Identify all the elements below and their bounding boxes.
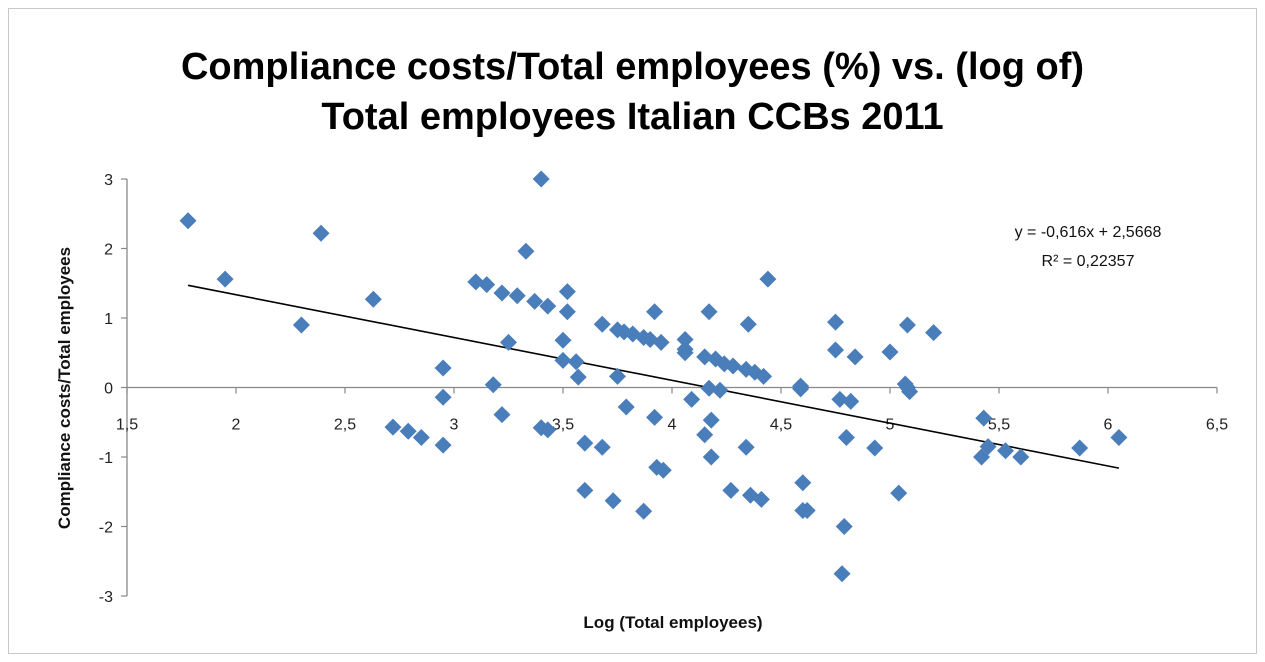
data-point — [555, 352, 572, 369]
data-point — [834, 565, 851, 582]
data-point — [703, 412, 720, 429]
data-point — [570, 369, 587, 386]
data-point — [180, 212, 197, 229]
data-point — [493, 284, 510, 301]
data-point — [605, 492, 622, 509]
data-point — [559, 283, 576, 300]
data-point — [722, 482, 739, 499]
data-point — [1110, 429, 1127, 446]
data-point — [533, 171, 550, 188]
data-point — [866, 439, 883, 456]
data-point — [847, 348, 864, 365]
data-point — [576, 482, 593, 499]
x-axis-label: Log (Total employees) — [583, 613, 762, 632]
data-point — [435, 389, 452, 406]
data-point — [594, 316, 611, 333]
data-point — [1071, 439, 1088, 456]
x-tick-label: 5 — [886, 417, 895, 434]
y-tick-label: 3 — [104, 172, 113, 189]
data-point — [559, 303, 576, 320]
axes — [121, 179, 1217, 596]
data-point — [313, 225, 330, 242]
data-point — [836, 518, 853, 535]
data-point — [882, 344, 899, 361]
data-point — [568, 353, 585, 370]
data-point — [842, 393, 859, 410]
trendline-r-squared: R² = 0,22357 — [1042, 253, 1135, 270]
x-tick-label: 2 — [232, 417, 241, 434]
x-tick-label: 6 — [1104, 417, 1113, 434]
data-point — [435, 437, 452, 454]
data-point — [827, 341, 844, 358]
data-point — [925, 324, 942, 341]
x-tick-label: 3,5 — [552, 417, 574, 434]
data-point — [838, 429, 855, 446]
x-tick-label: 4 — [668, 417, 677, 434]
data-point — [646, 409, 663, 426]
data-point — [576, 435, 593, 452]
data-point — [435, 360, 452, 377]
trendline-equation: y = -0,616x + 2,5668 — [1015, 224, 1162, 241]
y-axis-label: Compliance costs/Total employees — [55, 247, 74, 529]
data-point — [485, 376, 502, 393]
data-point — [365, 291, 382, 308]
data-point — [711, 382, 728, 399]
data-point — [517, 243, 534, 260]
data-point — [899, 316, 916, 333]
y-tick-label: -2 — [99, 520, 113, 537]
x-tick-label: 1,5 — [116, 417, 138, 434]
data-point — [293, 316, 310, 333]
data-point — [759, 271, 776, 288]
data-point — [646, 303, 663, 320]
data-point — [1012, 449, 1029, 466]
data-point — [217, 271, 234, 288]
data-point — [509, 287, 526, 304]
y-tick-label: 2 — [104, 242, 113, 259]
data-point — [890, 485, 907, 502]
data-point — [683, 391, 700, 408]
data-point — [738, 439, 755, 456]
x-tick-label: 3 — [450, 417, 459, 434]
data-point — [500, 334, 517, 351]
data-point — [384, 419, 401, 436]
data-point — [794, 474, 811, 491]
data-point — [701, 303, 718, 320]
data-point — [594, 439, 611, 456]
data-point — [555, 332, 572, 349]
data-point — [703, 449, 720, 466]
y-tick-label: -1 — [99, 450, 113, 467]
data-point — [792, 378, 809, 395]
data-point — [827, 314, 844, 331]
x-tick-label: 2,5 — [334, 417, 356, 434]
data-point — [635, 503, 652, 520]
y-tick-label: -3 — [99, 589, 113, 606]
data-point — [618, 398, 635, 415]
x-tick-label: 6,5 — [1206, 417, 1228, 434]
y-tick-label: 0 — [104, 381, 113, 398]
y-tick-label: 1 — [104, 311, 113, 328]
x-tick-label: 4,5 — [770, 417, 792, 434]
data-point — [493, 406, 510, 423]
data-point — [740, 316, 757, 333]
data-point — [696, 426, 713, 443]
